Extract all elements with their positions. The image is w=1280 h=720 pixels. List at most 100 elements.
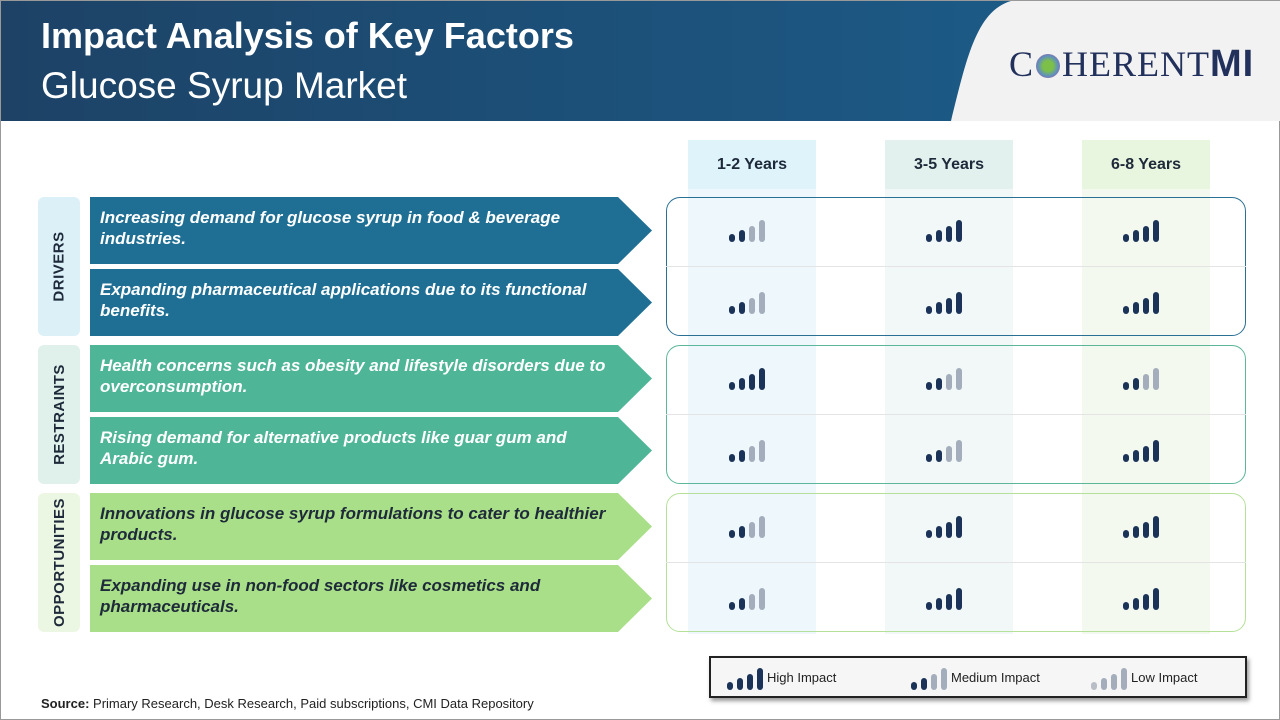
signal-bar — [946, 226, 952, 242]
signal-bar — [936, 302, 942, 314]
coherent-mi-logo: C HERENTMI — [1009, 43, 1255, 85]
group-label-restraints: RESTRAINTS — [38, 345, 80, 484]
signal-bar — [926, 530, 932, 538]
signal-bar — [1123, 454, 1129, 462]
group-label-text: RESTRAINTS — [50, 364, 68, 465]
signal-bar — [1123, 602, 1129, 610]
factor-row: Rising demand for alternative products l… — [90, 417, 652, 484]
signal-bar — [749, 594, 755, 610]
medium-impact-icon — [926, 440, 962, 462]
medium-impact-icon — [729, 292, 765, 314]
signal-bar — [1143, 226, 1149, 242]
signal-bar — [1143, 298, 1149, 314]
medium-impact-icon — [926, 368, 962, 390]
signal-bar — [1121, 668, 1127, 690]
signal-bar — [1143, 594, 1149, 610]
signal-bar — [956, 440, 962, 462]
column-background — [688, 189, 816, 634]
signal-bar — [729, 382, 735, 390]
signal-bar — [1143, 522, 1149, 538]
signal-bar — [921, 678, 927, 690]
signal-bar — [936, 450, 942, 462]
column-header: 1-2 Years — [688, 140, 816, 189]
column-header: 6-8 Years — [1082, 140, 1210, 189]
column-background — [885, 189, 1013, 634]
signal-bar — [749, 374, 755, 390]
signal-bar — [946, 298, 952, 314]
high-impact-icon — [926, 516, 962, 538]
page-title: Impact Analysis of Key Factors — [41, 15, 574, 56]
signal-bar — [946, 594, 952, 610]
signal-bar — [729, 454, 735, 462]
high-impact-icon — [926, 220, 962, 242]
signal-bar — [1123, 234, 1129, 242]
signal-bar — [926, 234, 932, 242]
signal-bar — [946, 446, 952, 462]
group-label-opportunities: OPPORTUNITIES — [38, 493, 80, 632]
signal-bar — [759, 588, 765, 610]
signal-bar — [956, 292, 962, 314]
signal-bar — [1153, 516, 1159, 538]
signal-bar — [759, 220, 765, 242]
low-impact-icon — [1091, 668, 1127, 690]
signal-bar — [926, 306, 932, 314]
signal-bar — [1153, 292, 1159, 314]
signal-bar — [936, 526, 942, 538]
factor-row: Innovations in glucose syrup formulation… — [90, 493, 652, 560]
signal-bar — [729, 306, 735, 314]
group-label-text: OPPORTUNITIES — [50, 497, 68, 628]
signal-bar — [759, 516, 765, 538]
source-note: Source: Primary Research, Desk Research,… — [41, 696, 534, 711]
signal-bar — [727, 682, 733, 690]
medium-impact-icon — [729, 516, 765, 538]
signal-bar — [739, 378, 745, 390]
signal-bar — [956, 516, 962, 538]
signal-bar — [956, 368, 962, 390]
high-impact-icon — [1123, 440, 1159, 462]
row-divider — [666, 562, 1246, 563]
signal-bar — [1143, 374, 1149, 390]
signal-bar — [1133, 598, 1139, 610]
signal-bar — [946, 374, 952, 390]
factor-row: Health concerns such as obesity and life… — [90, 345, 652, 412]
signal-bar — [936, 598, 942, 610]
signal-bar — [1123, 530, 1129, 538]
signal-bar — [956, 588, 962, 610]
signal-bar — [759, 292, 765, 314]
legend-medium: Medium Impact — [951, 670, 1040, 685]
signal-bar — [759, 368, 765, 390]
signal-bar — [1153, 440, 1159, 462]
high-impact-icon — [1123, 292, 1159, 314]
medium-impact-icon — [729, 588, 765, 610]
signal-bar — [1133, 378, 1139, 390]
signal-bar — [1133, 450, 1139, 462]
signal-bar — [749, 298, 755, 314]
high-impact-icon — [727, 668, 763, 690]
signal-bar — [1153, 220, 1159, 242]
source-text: Primary Research, Desk Research, Paid su… — [89, 696, 534, 711]
signal-bar — [1111, 674, 1117, 690]
signal-bar — [926, 382, 932, 390]
header-banner — [1, 1, 1011, 121]
page-subtitle: Glucose Syrup Market — [41, 65, 408, 106]
signal-bar — [747, 674, 753, 690]
signal-bar — [1133, 526, 1139, 538]
signal-bar — [739, 598, 745, 610]
signal-bar — [936, 378, 942, 390]
signal-bar — [936, 230, 942, 242]
signal-bar — [739, 230, 745, 242]
factor-row: Increasing demand for glucose syrup in f… — [90, 197, 652, 264]
high-impact-icon — [926, 588, 962, 610]
source-label: Source: — [41, 696, 90, 711]
signal-bar — [1101, 678, 1107, 690]
medium-impact-icon — [729, 220, 765, 242]
globe-icon — [1036, 54, 1061, 78]
row-divider — [666, 266, 1246, 267]
signal-bar — [749, 522, 755, 538]
signal-bar — [1143, 446, 1149, 462]
high-impact-icon — [926, 292, 962, 314]
signal-bar — [739, 526, 745, 538]
signal-bar — [737, 678, 743, 690]
legend: High Impact Medium Impact Low Impact — [709, 656, 1247, 698]
legend-high: High Impact — [767, 670, 837, 685]
